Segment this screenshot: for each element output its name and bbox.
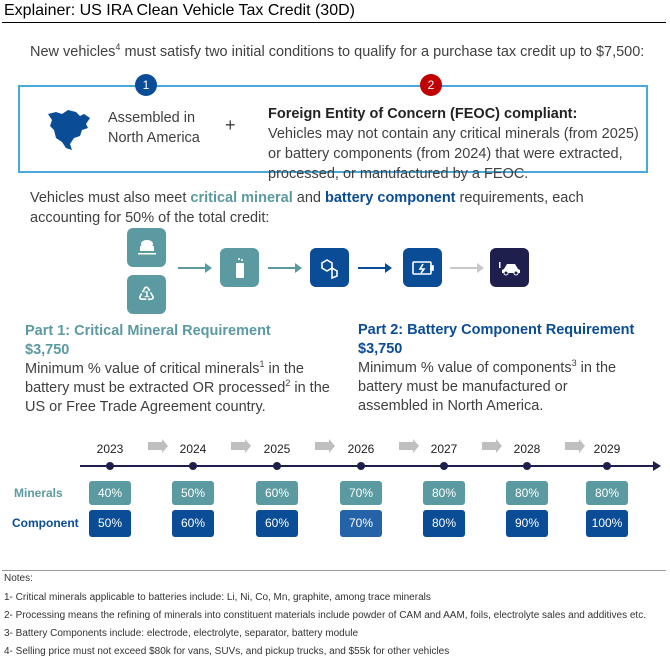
p2t2: in the battery must be manufactured or a… bbox=[358, 360, 617, 414]
condition-1-text: Assembled in North America bbox=[108, 108, 200, 148]
minerals-cell: 70% bbox=[340, 481, 382, 505]
condition-1-line1: Assembled in bbox=[108, 110, 196, 126]
molecule-icon bbox=[310, 248, 349, 287]
component-row-label: Component bbox=[12, 516, 79, 530]
part1-heading: Part 1: Critical Mineral Requirement bbox=[25, 323, 271, 339]
flow-arrow bbox=[358, 263, 392, 273]
timeline-dot bbox=[440, 462, 448, 470]
req-post: requirements, each accounting for 50% of… bbox=[30, 190, 584, 226]
component-cell: 100% bbox=[586, 510, 628, 537]
part2-section: Part 2: Battery Component Requirement $3… bbox=[358, 321, 658, 416]
minerals-cell: 60% bbox=[256, 481, 298, 505]
feoc-description: Vehicles may not contain any critical mi… bbox=[268, 126, 639, 182]
condition-1-badge: 1 bbox=[135, 74, 157, 96]
flow-arrow bbox=[450, 263, 484, 273]
minerals-row-label: Minerals bbox=[14, 486, 63, 500]
req-and: and bbox=[292, 190, 325, 206]
footnote-ref: 1 bbox=[259, 359, 265, 370]
requirements-intro: Vehicles must also meet critical mineral… bbox=[30, 188, 650, 228]
minerals-cell: 80% bbox=[506, 481, 548, 505]
part1-description: Minimum % value of critical minerals1 in… bbox=[25, 360, 345, 417]
minerals-cell: 50% bbox=[172, 481, 214, 505]
component-cell: 70% bbox=[340, 510, 382, 537]
footnote-ref: 3 bbox=[571, 358, 577, 369]
timeline-year: 2023 bbox=[96, 442, 124, 456]
component-cell: 90% bbox=[506, 510, 548, 537]
part2-amount: $3,750 bbox=[358, 341, 403, 357]
timeline-dot bbox=[189, 462, 197, 470]
timeline-year: 2029 bbox=[593, 442, 621, 456]
p1t2: in the battery must be extracted OR proc… bbox=[25, 361, 304, 396]
part1-section: Part 1: Critical Mineral Requirement $3,… bbox=[25, 322, 345, 417]
condition-2-badge: 2 bbox=[420, 74, 442, 96]
timeline-year: 2026 bbox=[347, 442, 375, 456]
critical-mineral-highlight: critical mineral bbox=[190, 190, 293, 206]
note-item: 2- Processing means the refining of mine… bbox=[4, 610, 646, 621]
condition-1-line2: North America bbox=[108, 130, 200, 146]
feoc-heading: Foreign Entity of Concern (FEOC) complia… bbox=[268, 106, 578, 122]
timeline-year: 2024 bbox=[179, 442, 207, 456]
battery-icon bbox=[403, 248, 442, 287]
electric-car-icon bbox=[490, 248, 529, 287]
component-cell: 80% bbox=[423, 510, 465, 537]
part2-description: Minimum % value of components3 in the ba… bbox=[358, 359, 628, 416]
timeline-dot bbox=[273, 462, 281, 470]
intro-post: must satisfy two initial conditions to q… bbox=[120, 43, 645, 60]
plus-sign: + bbox=[225, 115, 236, 135]
timeline-dot bbox=[357, 462, 365, 470]
flow-arrow bbox=[268, 263, 302, 273]
condition-2-text: Foreign Entity of Concern (FEOC) complia… bbox=[268, 104, 646, 184]
timeline-dot bbox=[523, 462, 531, 470]
timeline-arrow-icon bbox=[482, 439, 502, 453]
p2t1: Minimum % value of components bbox=[358, 360, 572, 376]
intro-text: New vehicles4 must satisfy two initial c… bbox=[30, 42, 644, 60]
component-cell: 50% bbox=[89, 510, 131, 537]
component-cell: 60% bbox=[172, 510, 214, 537]
note-item: 4- Selling price must not exceed $80k fo… bbox=[4, 646, 450, 657]
notes-divider bbox=[2, 570, 666, 571]
timeline-axis bbox=[80, 461, 661, 471]
initial-conditions-box bbox=[18, 85, 648, 173]
timeline-year: 2028 bbox=[513, 442, 541, 456]
note-item: 3- Battery Components include: electrode… bbox=[4, 628, 359, 639]
p1t3: in the US or Free Trade Agreement countr… bbox=[25, 380, 330, 415]
page-title: Explainer: US IRA Clean Vehicle Tax Cred… bbox=[4, 2, 355, 19]
timeline-arrow-icon bbox=[399, 439, 419, 453]
timeline-arrow-icon bbox=[565, 439, 585, 453]
north-america-map-icon bbox=[48, 110, 90, 150]
notes-heading: Notes: bbox=[4, 573, 33, 584]
title-divider bbox=[2, 22, 666, 23]
timeline-year: 2027 bbox=[430, 442, 458, 456]
timeline-year: 2025 bbox=[263, 442, 291, 456]
timeline-arrow-icon bbox=[231, 439, 251, 453]
footnote-ref: 2 bbox=[285, 378, 291, 389]
part2-heading: Part 2: Battery Component Requirement bbox=[358, 322, 635, 338]
minerals-cell: 40% bbox=[89, 481, 131, 505]
flow-arrow bbox=[178, 263, 212, 273]
timeline-dot bbox=[603, 462, 611, 470]
timeline-arrow-icon bbox=[148, 439, 168, 453]
part1-amount: $3,750 bbox=[25, 342, 70, 358]
minerals-cell: 80% bbox=[423, 481, 465, 505]
minerals-cell: 80% bbox=[586, 481, 628, 505]
p1t1: Minimum % value of critical minerals bbox=[25, 361, 260, 377]
intro-pre: New vehicles bbox=[30, 43, 116, 60]
timeline-arrow-icon bbox=[315, 439, 335, 453]
timeline-dot bbox=[106, 462, 114, 470]
component-cell: 60% bbox=[256, 510, 298, 537]
test-tube-icon bbox=[220, 248, 259, 287]
battery-component-highlight: battery component bbox=[325, 190, 456, 206]
note-item: 1- Critical minerals applicable to batte… bbox=[4, 592, 431, 603]
recycle-icon: ♳ bbox=[127, 275, 166, 314]
footnote-ref: 4 bbox=[115, 42, 121, 52]
req-pre: Vehicles must also meet bbox=[30, 190, 191, 206]
mine-cart-icon bbox=[127, 228, 166, 267]
